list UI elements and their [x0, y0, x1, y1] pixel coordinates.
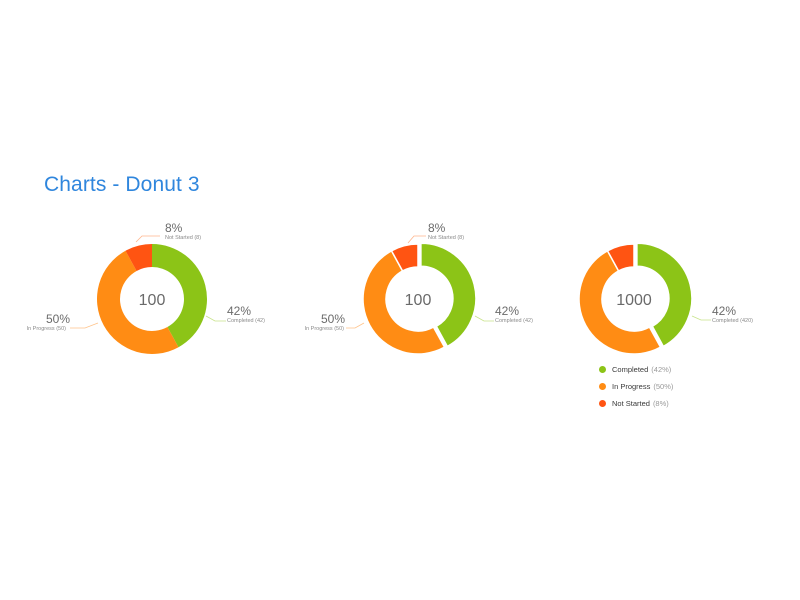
completed-percent: 42%: [227, 304, 251, 318]
in-progress-percent: 50%: [46, 312, 70, 326]
legend-value: (8%): [652, 399, 669, 408]
chart-1-labels: 8% Not Started (8) 50% In Progress (50) …: [27, 221, 266, 332]
legend-item-not-started[interactable]: Not Started (8%): [599, 395, 673, 412]
donut-chart-3: 1000: [578, 242, 693, 355]
completed-segment[interactable]: [152, 244, 207, 348]
in-progress-count: In Progress (50): [27, 326, 67, 332]
not-started-percent: 8%: [165, 221, 183, 235]
in-progress-percent: 50%: [321, 312, 345, 326]
legend-label: Completed: [612, 365, 649, 374]
chart-2-labels: 8% Not Started (8) 50% In Progress (50) …: [305, 221, 534, 332]
chart-3-legend: Completed (42%) In Progress (50%) Not St…: [599, 361, 673, 412]
not-started-segment[interactable]: [606, 243, 635, 272]
completed-percent: 42%: [712, 304, 736, 318]
not-started-count: Not Started (8): [165, 235, 201, 241]
not-started-percent: 8%: [428, 221, 446, 235]
legend-value: (50%): [653, 382, 674, 391]
legend-value: (42%): [651, 365, 672, 374]
not-started-count: Not Started (8): [428, 235, 464, 241]
in-progress-dot-icon: [599, 383, 606, 390]
completed-count: Completed (420): [712, 318, 753, 324]
not-started-dot-icon: [599, 400, 606, 407]
legend-label: In Progress: [612, 382, 651, 391]
legend-item-in-progress[interactable]: In Progress (50%): [599, 378, 673, 395]
legend-item-completed[interactable]: Completed (42%): [599, 361, 673, 378]
donut-center-total: 1000: [616, 292, 652, 309]
completed-count: Completed (42): [495, 318, 533, 324]
donut-chart-1: 100: [96, 244, 207, 354]
completed-segment[interactable]: [420, 242, 477, 348]
completed-count: Completed (42): [227, 318, 265, 324]
in-progress-segment[interactable]: [362, 249, 446, 355]
legend-label: Not Started: [612, 399, 650, 408]
not-started-segment[interactable]: [390, 243, 419, 272]
not-started-segment[interactable]: [125, 244, 152, 271]
in-progress-count: In Progress (50): [305, 326, 345, 332]
donut-chart-2: 100: [362, 242, 477, 355]
donut-center-total: 100: [139, 292, 166, 309]
chart-3-labels: 42% Completed (420): [691, 304, 753, 324]
donut-center-total: 100: [405, 292, 432, 309]
page-title: Charts - Donut 3: [44, 173, 200, 196]
completed-dot-icon: [599, 366, 606, 373]
completed-segment[interactable]: [636, 242, 693, 348]
in-progress-segment[interactable]: [96, 250, 179, 354]
in-progress-segment[interactable]: [578, 249, 662, 355]
completed-percent: 42%: [495, 304, 519, 318]
